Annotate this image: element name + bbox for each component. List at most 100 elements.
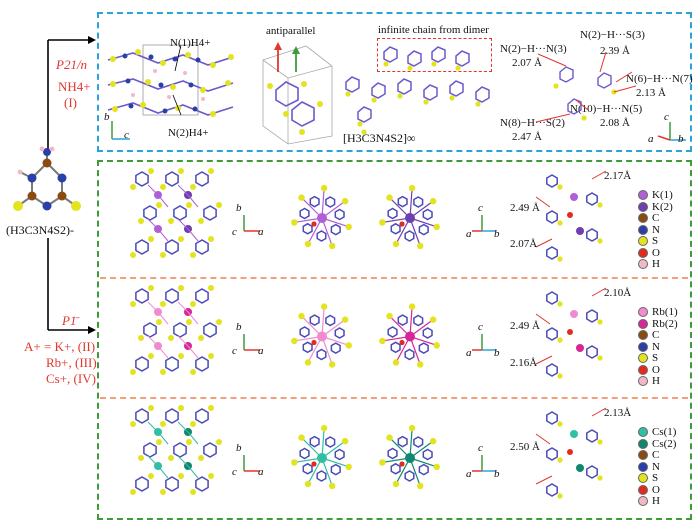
legend-item-2-3: C	[638, 329, 659, 341]
row-axis2-a-3: a	[466, 468, 472, 480]
chain-formula: [H3C3N4S2]∞	[343, 131, 416, 145]
top-right-axis-b: b	[678, 133, 684, 145]
legend-swatch	[638, 376, 648, 386]
row-axis1-c-3: c	[232, 466, 237, 478]
n2-label: N(2)H4+	[168, 127, 209, 139]
row-separator-2	[100, 397, 688, 399]
hbond-label-2: 2.07 Å	[512, 57, 542, 69]
packing-diagram-3	[130, 405, 222, 495]
row-axis1-a-3: a	[258, 466, 264, 478]
infinite-chain-label: infinite chain from dimer	[378, 24, 489, 36]
top-axes-left	[111, 121, 130, 140]
distance-label-1-1: 2.17Å	[604, 170, 632, 182]
row-axes-1-1	[243, 215, 260, 232]
legend-swatch	[638, 213, 648, 223]
legend-label: N	[652, 460, 660, 473]
distance-label-2-2: 2.49 Å	[510, 320, 540, 333]
legend-swatch	[638, 247, 648, 258]
row-axes-2-3	[472, 455, 496, 472]
hbond-cluster-3	[535, 407, 607, 499]
legend-item-3-4: N	[638, 461, 660, 473]
coordination-2-2	[379, 303, 440, 368]
legend-swatch	[638, 427, 648, 437]
top-panel-frame	[97, 12, 692, 152]
legend-label: Rb(1)	[652, 306, 678, 318]
anion-molecule-diagram	[13, 146, 81, 211]
legend-label: C	[652, 329, 660, 341]
antiparallel-cell-diagram	[262, 42, 333, 145]
coordination-2-1	[379, 184, 440, 250]
legend-item-3-5: S	[638, 472, 658, 484]
legend-label: C	[652, 212, 660, 224]
row-axis1-c-2: c	[232, 344, 237, 357]
legend-label: Cs(1)	[652, 426, 677, 438]
legend-swatch	[638, 496, 648, 506]
flow-arrows	[47, 36, 96, 334]
legend-item-2-2: Rb(2)	[638, 318, 678, 330]
legend-label: H	[652, 258, 660, 270]
legend-label: C	[652, 449, 660, 461]
distance-label-1-3: 2.07Å	[510, 238, 538, 251]
cation-top: NH4+	[58, 79, 91, 94]
row-axis1-b-3: b	[236, 442, 242, 454]
row-axis1-b-2: b	[236, 320, 242, 333]
legend-swatch	[638, 364, 648, 375]
coordination-2-3	[379, 424, 440, 490]
packing-diagram-1	[130, 168, 222, 258]
hbond-label-6: 2.13 Å	[636, 87, 666, 99]
space-group-top: P21/n	[56, 57, 88, 72]
row-axis2-a-2: a	[466, 346, 472, 359]
packing-diagram-2	[130, 285, 222, 375]
cation-top-roman: (I)	[64, 95, 77, 110]
row-axis1-c-1: c	[232, 226, 237, 238]
legend-item-1-5: S	[638, 235, 658, 247]
coordination-1-3	[291, 424, 352, 490]
legend-swatch	[638, 484, 648, 495]
legend-swatch	[638, 450, 648, 460]
row-axis1-a-1: a	[258, 226, 264, 238]
distance-label-2-1: 2.10Å	[604, 287, 632, 299]
n1-label: N(1)H4+	[170, 37, 211, 49]
legend-label: O	[652, 483, 660, 496]
legend-item-3-3: C	[638, 449, 659, 461]
cation-bottom-line-2: Rb+, (III)	[46, 355, 97, 370]
legend-label: O	[652, 246, 660, 259]
cation-bottom-line-3: Cs+, (IV)	[46, 371, 96, 386]
anion-label: (H3C3N4S2)-	[6, 223, 74, 237]
legend-swatch	[638, 461, 648, 472]
nh4-packing-diagram	[107, 44, 234, 117]
legend-swatch	[638, 353, 648, 363]
row-axis1-a-2: a	[258, 344, 264, 357]
top-axis-c: c	[124, 129, 129, 141]
cation-bottom-line-1: A+ = K+, (II)	[24, 339, 96, 354]
legend-item-3-7: H	[638, 495, 660, 507]
legend-swatch	[638, 201, 648, 212]
legend-item-3-2: Cs(2)	[638, 438, 676, 450]
legend-item-2-6: O	[638, 364, 660, 376]
hbond-label-8: 2.08 Å	[600, 117, 630, 129]
row-axis2-b-3: b	[494, 468, 500, 480]
space-group-bottom: P1̄	[62, 313, 77, 328]
top-axes-right	[657, 122, 686, 141]
legend-item-2-7: H	[638, 375, 660, 387]
legend-label: H	[652, 495, 660, 507]
distance-label-3-2: 2.50 Å	[510, 441, 540, 454]
row-axis2-b-2: b	[494, 346, 500, 359]
legend-label: Cs(2)	[652, 437, 677, 450]
legend-label: H	[652, 375, 660, 387]
legend-swatch	[638, 190, 648, 200]
hbond-label-5: N(6)−H···N(7)	[626, 73, 693, 85]
hbond-label-3: N(2)−H···S(3)	[580, 29, 645, 41]
hbond-label-1: N(2)−H···N(3)	[500, 43, 567, 55]
hbond-network-diagram	[535, 51, 637, 123]
row-axis2-c-1: c	[478, 202, 483, 214]
legend-label: S	[652, 235, 659, 247]
legend-item-1-2: K(2)	[638, 201, 673, 213]
legend-swatch	[638, 307, 648, 317]
row-axis2-b-1: b	[494, 228, 500, 240]
legend-item-1-3: C	[638, 212, 659, 224]
row-axis2-c-3: c	[478, 442, 483, 454]
distance-label-2-3: 2.16Å	[510, 357, 538, 370]
legend-item-2-5: S	[638, 352, 658, 364]
row-separator-1	[100, 277, 688, 279]
